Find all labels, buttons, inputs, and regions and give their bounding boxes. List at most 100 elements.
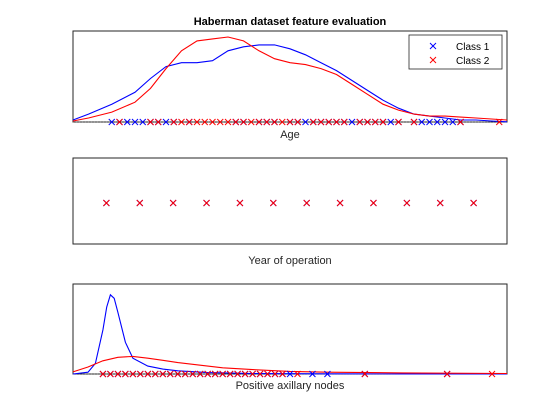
sample-marker-class-2 (309, 118, 317, 126)
sample-marker-class-2 (279, 370, 286, 378)
sample-marker-class-2 (488, 370, 496, 378)
sample-marker-class-2 (303, 199, 311, 207)
sample-marker-class-2 (174, 370, 182, 378)
sample-marker-class-2 (443, 370, 451, 378)
sample-marker-class-2 (410, 118, 418, 126)
sample-marker-class-2 (193, 118, 201, 126)
xlabel-year: Year of operation (248, 255, 331, 267)
age-plot-marks (72, 36, 508, 126)
legend-label-class-1: Class 1 (456, 42, 490, 53)
sample-marker-class-2 (403, 199, 411, 207)
sample-marker-class-2 (196, 370, 204, 378)
sample-marker-class-2 (219, 370, 227, 378)
density-curve-class-2 (72, 355, 508, 375)
sample-marker-class-2 (256, 370, 264, 378)
sample-marker-class-2 (333, 118, 340, 126)
sample-marker-class-2 (147, 118, 154, 126)
sample-marker-class-2 (114, 370, 122, 378)
sample-marker-class-2 (255, 118, 263, 126)
sample-marker-class-1 (139, 118, 147, 126)
sample-marker-class-2 (436, 199, 444, 207)
sample-marker-class-2 (264, 370, 271, 378)
sample-marker-class-2 (340, 118, 348, 126)
sample-marker-class-2 (356, 118, 364, 126)
sample-marker-class-2 (457, 118, 464, 126)
nodes-plot-marks (72, 293, 508, 378)
sample-marker-class-2 (294, 370, 301, 378)
sample-marker-class-2 (232, 118, 240, 126)
sample-marker-class-1 (324, 370, 331, 378)
sample-marker-class-2 (271, 118, 278, 126)
sample-marker-class-2 (99, 370, 107, 378)
sample-marker-class-2 (216, 118, 224, 126)
year-plot-marks (103, 199, 477, 207)
sample-marker-class-2 (178, 118, 185, 126)
sample-marker-class-2 (240, 118, 247, 126)
sample-marker-class-2 (181, 370, 189, 378)
sample-marker-class-1 (449, 118, 457, 126)
sample-marker-class-2 (271, 370, 279, 378)
density-curve-class-1 (72, 293, 508, 375)
sample-marker-class-2 (278, 118, 286, 126)
axes-box-year (72, 157, 508, 245)
sample-marker-class-2 (159, 370, 167, 378)
sample-marker-class-1 (426, 118, 433, 126)
sample-marker-class-2 (249, 370, 256, 378)
sample-marker-class-1 (302, 118, 309, 126)
sample-marker-class-2 (211, 370, 219, 378)
legend: Class 1 Class 2 (408, 34, 503, 70)
panel-year: Year of operation (72, 157, 508, 267)
sample-marker-class-2 (226, 370, 234, 378)
sample-marker-class-2 (209, 118, 216, 126)
sample-marker-class-2 (370, 199, 377, 207)
chart-title: Haberman dataset feature evaluation (194, 16, 387, 28)
legend-box (408, 34, 503, 70)
sample-marker-class-2 (151, 370, 159, 378)
sample-marker-class-2 (364, 118, 371, 126)
sample-marker-class-2 (116, 118, 123, 126)
sample-marker-class-2 (204, 370, 212, 378)
legend-marker-class-2 (429, 56, 437, 64)
sample-marker-class-2 (336, 199, 344, 207)
sample-marker-class-2 (144, 370, 152, 378)
sample-marker-class-1 (309, 370, 316, 378)
sample-marker-class-2 (201, 118, 209, 126)
sample-marker-class-1 (286, 370, 294, 378)
sample-marker-class-2 (224, 118, 232, 126)
sample-marker-class-1 (131, 118, 139, 126)
sample-marker-class-2 (269, 199, 277, 207)
sample-marker-class-2 (236, 199, 244, 207)
sample-marker-class-1 (108, 118, 116, 126)
sample-marker-class-2 (122, 370, 129, 378)
sample-marker-class-2 (189, 370, 197, 378)
xlabel-nodes: Positive axillary nodes (236, 380, 345, 392)
xlabel-age: Age (280, 129, 300, 141)
sample-marker-class-2 (247, 118, 255, 126)
density-curve-class-1 (72, 44, 508, 123)
sample-marker-class-1 (418, 118, 426, 126)
sample-marker-class-2 (170, 118, 178, 126)
sample-marker-class-2 (495, 118, 503, 126)
sample-marker-class-1 (348, 118, 356, 126)
sample-marker-class-2 (395, 118, 402, 126)
legend-marker-class-1 (429, 42, 437, 50)
sample-marker-class-2 (470, 199, 477, 207)
sample-marker-class-2 (379, 118, 387, 126)
sample-marker-class-2 (185, 118, 193, 126)
sample-marker-class-2 (136, 199, 144, 207)
sample-marker-class-2 (129, 370, 137, 378)
sample-marker-class-2 (203, 199, 210, 207)
sample-marker-class-2 (325, 118, 333, 126)
sample-marker-class-1 (441, 118, 449, 126)
sample-marker-class-1 (123, 118, 131, 126)
panel-nodes: Positive axillary nodes (72, 283, 508, 392)
sample-marker-class-2 (241, 370, 249, 378)
sample-marker-class-2 (371, 118, 379, 126)
sample-marker-class-2 (103, 199, 110, 207)
sample-marker-class-2 (107, 370, 114, 378)
density-curve-class-2 (72, 36, 508, 122)
sample-marker-class-2 (234, 370, 241, 378)
sample-marker-class-1 (387, 118, 395, 126)
